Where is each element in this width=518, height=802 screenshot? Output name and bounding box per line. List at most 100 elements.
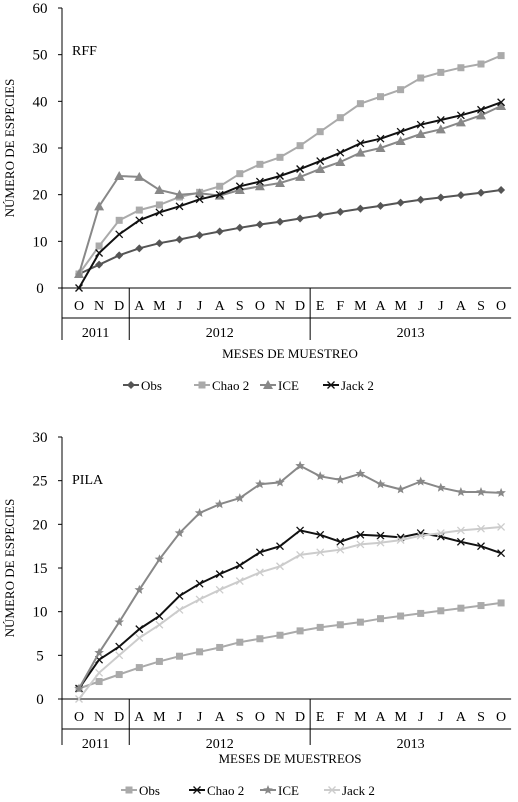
data-point: [497, 52, 505, 60]
data-point: [234, 185, 245, 194]
x-tick-label: A: [134, 299, 145, 314]
data-point: [154, 554, 165, 564]
data-point: [336, 621, 344, 629]
legend: Obs Chao 2 ICE Jack 2: [123, 378, 374, 393]
y-tick-label: 30: [33, 430, 48, 446]
data-point: [336, 148, 345, 157]
data-point: [436, 529, 445, 538]
series-line: [78, 54, 502, 275]
x-tick-label: N: [275, 710, 285, 725]
x-axis-title: MESES DE MUESTREO: [222, 346, 358, 361]
data-point: [235, 182, 244, 191]
data-point: [135, 244, 144, 253]
data-point: [497, 98, 506, 107]
x-tick-label: O: [496, 710, 506, 725]
data-point: [214, 499, 225, 509]
data-point: [376, 134, 385, 143]
data-point: [296, 165, 305, 173]
data-point: [476, 110, 486, 120]
data-point: [316, 623, 324, 631]
data-point: [356, 540, 365, 549]
year-label: 2012: [206, 737, 234, 752]
series-jack-2: [75, 522, 506, 703]
data-point: [236, 638, 244, 646]
legend-item: Obs: [121, 783, 160, 798]
data-point: [95, 668, 104, 677]
year-label: 2013: [397, 326, 425, 341]
x-tick-label: A: [456, 710, 467, 725]
y-tick-label: 0: [36, 281, 44, 297]
data-point: [215, 190, 224, 199]
series-chao-2: [75, 52, 505, 278]
data-point: [477, 524, 485, 533]
panel-label: PILA: [72, 473, 104, 488]
data-point: [396, 536, 405, 545]
x-tick-label: J: [438, 299, 444, 314]
data-point: [135, 633, 144, 642]
series-obs: [75, 599, 505, 693]
x-tick-label: M: [394, 299, 407, 314]
legend-item: Chao 2: [189, 783, 244, 798]
data-point: [477, 188, 485, 197]
data-point: [417, 74, 425, 82]
data-point: [415, 129, 426, 138]
data-point: [315, 164, 326, 173]
data-point: [75, 695, 83, 703]
x-tick-label: F: [336, 710, 344, 725]
legend-item: Obs: [123, 378, 162, 393]
x-tick-label: M: [153, 299, 166, 314]
x-tick-label: M: [354, 299, 367, 314]
data-point: [436, 193, 445, 202]
x-tick-label: J: [177, 299, 183, 314]
data-point: [75, 284, 83, 292]
data-point: [134, 584, 145, 594]
x-tick-label: O: [74, 299, 84, 314]
data-point: [375, 143, 386, 152]
data-point: [256, 160, 264, 168]
y-tick-label: 60: [33, 1, 48, 17]
data-point: [195, 579, 204, 588]
data-point: [215, 570, 224, 579]
x-tick-label: N: [275, 299, 285, 314]
data-point: [114, 171, 125, 180]
y-tick-label: 50: [33, 48, 48, 64]
data-point: [336, 114, 344, 122]
data-point: [114, 617, 124, 627]
x-tick-label: O: [496, 299, 506, 314]
legend-label: Chao 2: [212, 378, 249, 393]
data-point: [235, 561, 244, 570]
data-point: [396, 127, 405, 136]
data-point: [497, 522, 506, 531]
data-point: [275, 178, 285, 187]
data-point: [115, 642, 124, 651]
data-point: [456, 537, 465, 546]
data-point: [496, 101, 507, 110]
legend-label: Obs: [141, 378, 162, 393]
data-point: [497, 549, 506, 558]
data-point: [276, 562, 284, 571]
x-tick-label: D: [295, 710, 305, 725]
data-point: [356, 204, 365, 213]
legend-marker: [263, 785, 273, 794]
x-tick-label: S: [236, 299, 244, 314]
data-point: [437, 607, 445, 615]
data-point: [397, 86, 405, 94]
data-point: [457, 604, 465, 612]
data-point: [95, 678, 103, 686]
y-tick-label: 40: [33, 94, 48, 110]
legend: Obs Chao 2 ICE Jack 2: [121, 783, 375, 798]
x-tick-label: D: [114, 710, 124, 725]
data-point: [336, 537, 345, 546]
series-jack-2: [75, 98, 506, 292]
data-point: [296, 526, 305, 535]
data-point: [355, 468, 366, 478]
data-point: [275, 477, 285, 487]
x-tick-label: S: [236, 710, 244, 725]
legend-label: Obs: [139, 783, 160, 798]
legend-marker: [193, 786, 201, 794]
legend-item: Jack 2: [324, 783, 375, 798]
x-tick-label: A: [456, 299, 467, 314]
data-point: [155, 208, 164, 217]
data-point: [456, 191, 465, 200]
